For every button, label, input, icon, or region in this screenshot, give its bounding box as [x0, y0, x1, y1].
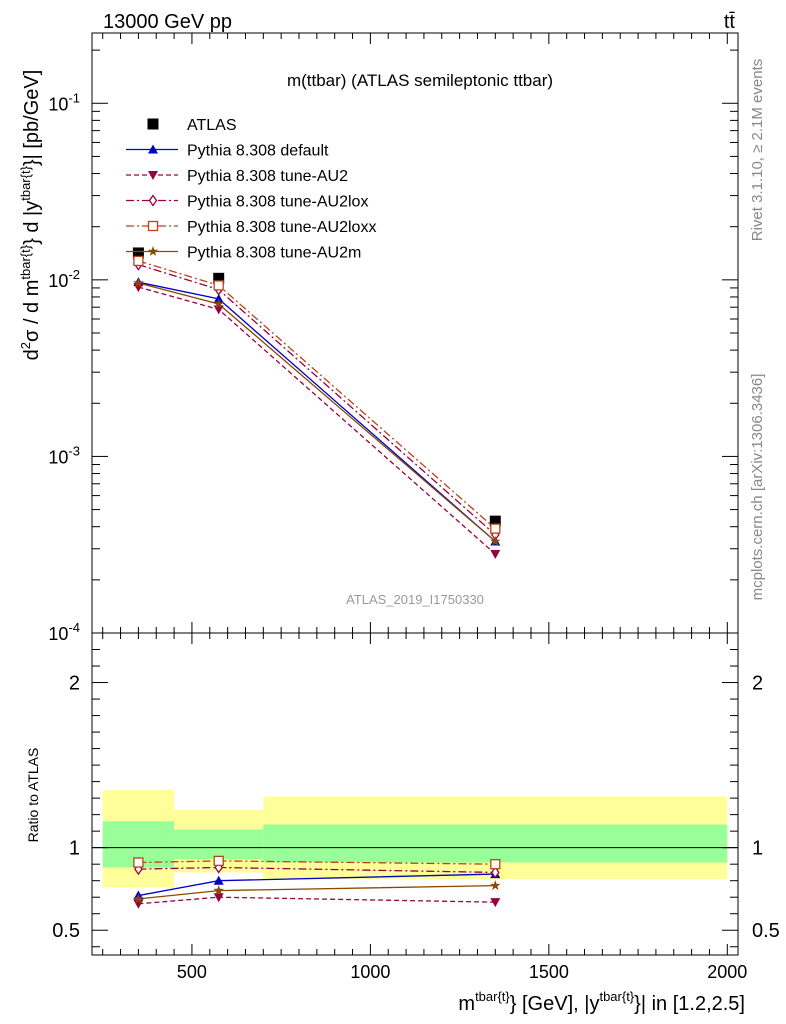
y-tick-label-main-1: 10-3	[48, 443, 80, 467]
ratio-point-0-1	[213, 875, 224, 885]
y-axis-label-main: d2σ / d mtbar{t}} d |ytbar{t}}| [pb/GeV]	[18, 70, 43, 361]
x-tick-label-0: 500	[177, 962, 207, 982]
ratio-series-line-4	[138, 884, 496, 900]
y-tick-label-main-2: 10-2	[48, 267, 80, 291]
legend-label-2: Pythia 8.308 tune-AU2	[187, 168, 348, 185]
main-point-4-2	[490, 523, 501, 534]
mcplots-label: mcplots.cern.ch [arXiv:1306.3436]	[749, 374, 766, 601]
y-tick-label-main-0: 10-4	[48, 620, 80, 644]
energy-label: 13000 GeV pp	[103, 11, 232, 33]
y-tick-label-main-3: 10-1	[48, 90, 80, 114]
legend-marker-5	[147, 246, 159, 256]
main-series-line-5	[138, 282, 496, 542]
main-point-4-0	[133, 255, 144, 267]
watermark: ATLAS_2019_I1750330	[346, 592, 484, 607]
main-point-5-2	[490, 535, 501, 546]
y-tick-label-ratio-left-2: 2	[69, 673, 80, 695]
ratio-point-4-2	[490, 880, 501, 891]
legend-label-5: Pythia 8.308 tune-AU2m	[187, 245, 361, 262]
tick-labels: 500 1000 1500 2000 10-4 10-3 10-2 10-1 0.5 0.5 1 1 2…	[48, 90, 779, 982]
axis-ticks	[92, 33, 738, 955]
legend-marker-0	[147, 118, 159, 130]
y-tick-label-ratio-right-1: 1	[752, 838, 763, 860]
main-series-line-2	[138, 286, 496, 555]
main-point-4-1	[213, 280, 224, 291]
ratio-frame	[91, 632, 739, 956]
plot-title: m(ttbar) (ATLAS semileptonic ttbar)	[287, 71, 553, 90]
legend-label-4: Pythia 8.308 tune-AU2loxx	[187, 219, 376, 236]
legend-label-0: ATLAS	[187, 117, 237, 134]
process-label: tt̄	[724, 11, 736, 33]
legend-marker-2	[148, 171, 158, 180]
x-tick-label-3: 2000	[707, 962, 747, 982]
legend-marker-1	[148, 144, 158, 154]
main-point-0-0	[132, 247, 144, 259]
rivet-label: Rivet 3.1.10, ≥ 2.1M events	[749, 59, 766, 242]
ratio-band-inner-1	[174, 829, 264, 860]
main-point-0-1	[213, 272, 225, 284]
ratio-point-2-2	[491, 866, 500, 879]
x-tick-label-1: 1000	[350, 962, 390, 982]
y-tick-label-ratio-left-0: 0.5	[52, 920, 80, 942]
ratio-band-inner-2	[263, 824, 728, 863]
ratio-bands	[92, 789, 738, 888]
ratio-point-4-1	[213, 885, 224, 895]
main-point-5-0	[133, 277, 144, 288]
main-point-5-1	[213, 298, 224, 309]
ratio-point-3-1	[213, 855, 224, 867]
legend-label-1: Pythia 8.308 default	[187, 143, 329, 160]
legend-label-3: Pythia 8.308 tune-AU2lox	[187, 194, 368, 211]
main-point-0-2	[489, 515, 501, 527]
ratio-point-1-0	[133, 899, 144, 909]
ratio-point-3-0	[133, 857, 144, 868]
plot-frames	[91, 32, 739, 956]
ratio-point-1-2	[490, 898, 501, 908]
ratio-point-1-1	[213, 893, 224, 903]
series-markers	[132, 247, 501, 909]
ratio-point-4-0	[133, 893, 144, 904]
y-tick-label-ratio-right-2: 2	[752, 673, 763, 695]
main-series-line-4	[138, 260, 496, 530]
legend-marker-3	[148, 194, 158, 207]
main-point-2-2	[490, 550, 501, 560]
legend-marker-4	[147, 220, 159, 232]
y-tick-label-ratio-right-0: 0.5	[752, 920, 780, 942]
legend: ATLAS Pythia 8.308 default Pythia 8.308 tu…	[126, 117, 376, 262]
y-tick-label-ratio-left-1: 1	[69, 838, 80, 860]
ratio-point-3-2	[490, 859, 501, 870]
main-point-1-1	[213, 293, 224, 303]
ratio-series-line-1	[138, 896, 496, 905]
y-axis-label-ratio: Ratio to ATLAS	[25, 748, 41, 843]
x-axis-label: mtbar{t}} [GeV], |ytbar{t}}| in [1.2,2.5…	[458, 989, 745, 1015]
main-series-line-1	[138, 281, 496, 542]
x-tick-label-2: 1500	[529, 962, 569, 982]
